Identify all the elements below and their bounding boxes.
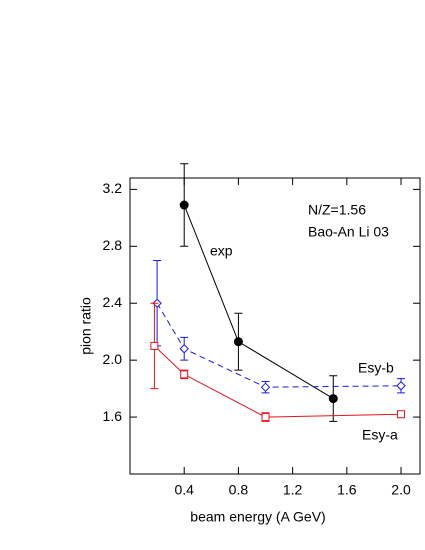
marker [150,341,159,350]
y-axis-label: pion ratio [78,297,94,355]
y-tick-label: 1.6 [103,408,123,424]
marker [233,337,243,347]
x-tick-label: 0.8 [229,482,249,498]
marker [397,410,406,419]
marker [328,394,338,404]
y-tick-label: 2.8 [103,237,123,253]
series-label: Esy-a [362,427,398,443]
x-tick-label: 1.2 [283,482,303,498]
marker [179,344,189,354]
series-line [156,302,402,388]
marker [261,413,270,422]
annotation: N/Z=1.56 [308,202,366,218]
plot-frame [129,177,421,475]
marker [396,381,406,391]
series-label: exp [210,243,233,259]
series-label: Esy-b [358,360,394,376]
x-tick-label: 0.4 [174,482,194,498]
marker [260,382,271,392]
x-tick-label: 1.6 [337,482,357,498]
annotation: Bao-An Li 03 [308,224,389,240]
marker [180,370,189,379]
x-axis-label: beam energy (A GeV) [190,509,325,525]
x-tick-label: 2.0 [391,482,411,498]
y-tick-label: 2.0 [103,351,123,367]
marker [179,200,189,210]
y-tick-label: 3.2 [103,180,123,196]
series-line [154,345,402,418]
y-tick-label: 2.4 [103,294,123,310]
